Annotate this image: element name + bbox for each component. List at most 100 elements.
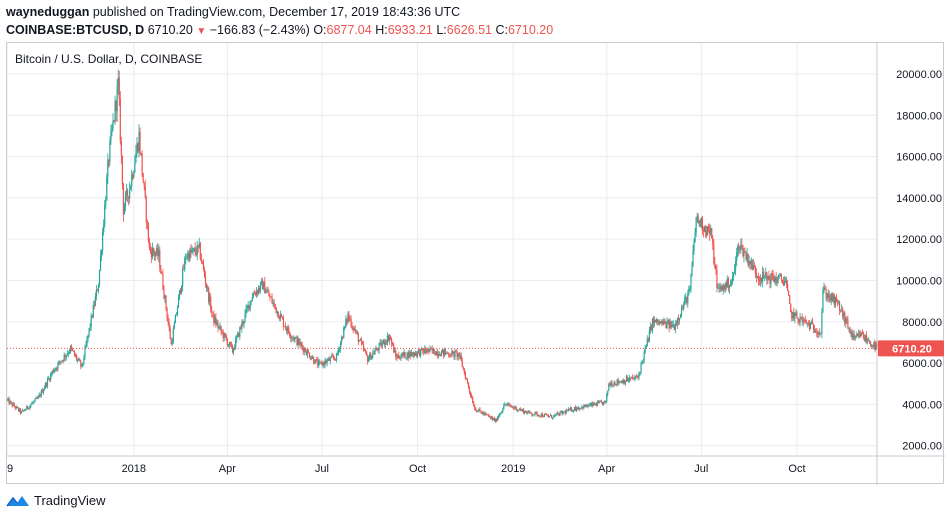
candle-body: [414, 353, 417, 356]
candle-body: [229, 342, 232, 345]
candle-body: [851, 332, 853, 338]
candle-body: [119, 98, 121, 142]
candle-body: [210, 296, 212, 311]
candle-body: [126, 190, 129, 197]
candle-body: [569, 408, 571, 410]
candle-body: [616, 379, 618, 385]
candle-body: [538, 414, 540, 417]
candle-body: [864, 335, 867, 341]
candle-body: [504, 404, 506, 406]
candle-body: [800, 317, 802, 318]
candle-body: [116, 85, 118, 112]
candle-body: [664, 320, 666, 323]
price-chart[interactable]: 2000.00 4000.00 6000.00 8000.00 10000.00 1200…: [7, 43, 945, 485]
candle-body: [797, 317, 799, 320]
candle-body: [497, 417, 499, 421]
candle-body: [807, 322, 809, 324]
author-name[interactable]: wayneduggan: [6, 5, 90, 19]
candle-body: [657, 319, 659, 323]
candle-body: [530, 412, 532, 414]
candle-body: [326, 360, 328, 363]
candle-body: [343, 327, 345, 339]
candle-body: [860, 332, 863, 337]
candle-body: [847, 319, 849, 329]
chart-pane[interactable]: 2000.00 4000.00 6000.00 8000.00 10000.00 1200…: [6, 42, 945, 485]
candle-body: [332, 356, 334, 359]
candle-body: [122, 184, 125, 215]
candle-body: [304, 348, 306, 352]
candle-body: [514, 406, 516, 409]
candle-body: [432, 348, 434, 351]
candle-body: [145, 197, 147, 223]
candle-body: [744, 251, 746, 253]
candle-body: [501, 411, 503, 413]
candle-body: [394, 350, 396, 353]
candle-body: [612, 385, 614, 387]
candle-body: [721, 286, 723, 291]
candle-body: [639, 372, 641, 374]
candle-body: [139, 132, 141, 153]
candle-body: [613, 382, 615, 386]
candle-body: [196, 245, 198, 255]
candle-body: [410, 352, 412, 356]
tradingview-brand: TradingView: [34, 493, 106, 508]
candle-body: [462, 366, 464, 369]
candle-body: [517, 409, 519, 411]
candle-body: [184, 258, 186, 270]
candle-body: [272, 302, 274, 304]
candle-body: [317, 360, 319, 366]
candle-body: [151, 248, 154, 258]
candle-body: [619, 381, 621, 383]
candle-body: [529, 410, 531, 413]
candle-body: [827, 293, 829, 298]
candle-body: [665, 322, 667, 328]
candle-body: [592, 402, 594, 406]
candle-body: [309, 357, 312, 359]
candle-body: [88, 328, 90, 335]
candle-body: [222, 332, 224, 339]
candle-body: [52, 370, 54, 374]
candle-body: [648, 330, 650, 342]
candle-body: [235, 338, 237, 348]
candle-body: [146, 222, 148, 223]
open-label: O:: [313, 23, 327, 37]
candle-body: [424, 348, 426, 354]
candle-body: [531, 413, 533, 415]
candle-body: [814, 329, 816, 333]
candle-body: [473, 403, 475, 407]
candle-body: [370, 353, 372, 360]
candle-body: [7, 399, 8, 401]
candle-body: [150, 250, 153, 258]
candle-body: [443, 350, 446, 356]
candle-body: [280, 314, 283, 318]
tradingview-footer[interactable]: TradingView: [6, 493, 106, 508]
candle-body: [234, 347, 236, 349]
candle-body: [597, 401, 600, 403]
candle-body: [775, 277, 777, 283]
candle-body: [873, 342, 875, 347]
symbol-label[interactable]: COINBASE:BTCUSD, D: [6, 23, 145, 37]
candle-body: [793, 312, 795, 319]
candle-body: [19, 408, 22, 413]
candle-body: [341, 336, 343, 343]
candle-body: [556, 412, 558, 415]
candle-body: [227, 344, 229, 346]
candle-body: [359, 339, 362, 341]
candle-body: [38, 394, 40, 397]
candle-body: [305, 351, 307, 355]
candle-body: [723, 285, 725, 290]
candle-body: [422, 348, 424, 351]
candle-body: [720, 286, 722, 289]
candle-body: [611, 382, 613, 386]
candle-body: [709, 229, 711, 234]
candle-body: [804, 319, 806, 321]
candle-body: [86, 338, 88, 345]
candle-body: [156, 248, 158, 254]
candle-body: [205, 283, 208, 289]
candle-body: [655, 319, 657, 323]
candle-body: [348, 313, 350, 319]
candle-body: [131, 174, 133, 186]
candle-body: [135, 153, 137, 163]
candle-body: [350, 319, 352, 327]
candle-body: [669, 321, 671, 328]
